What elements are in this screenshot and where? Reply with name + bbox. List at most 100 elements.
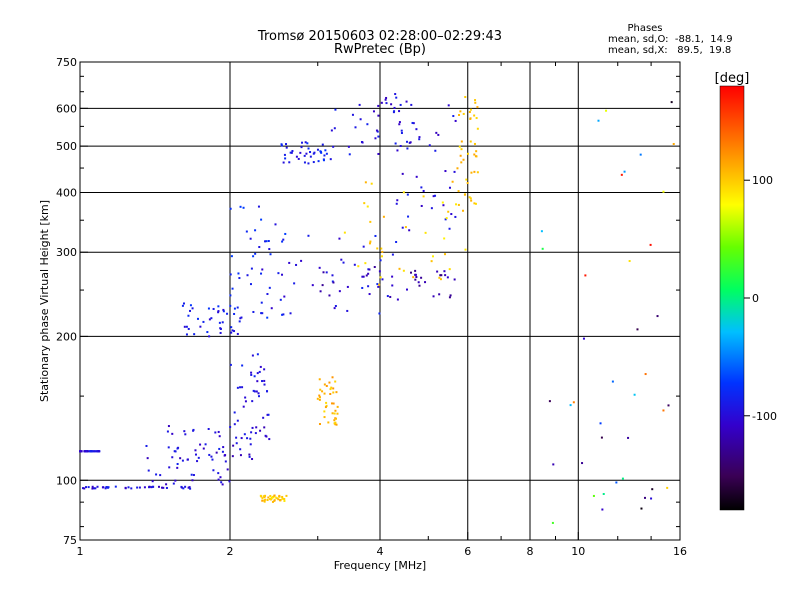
echo-point bbox=[474, 202, 477, 205]
echo-point bbox=[440, 274, 443, 277]
echo-point bbox=[230, 255, 233, 258]
echo-point bbox=[167, 446, 170, 449]
echo-point bbox=[473, 170, 476, 173]
echo-point bbox=[670, 101, 673, 104]
echo-point bbox=[448, 186, 451, 189]
echo-point bbox=[150, 486, 153, 489]
echo-point bbox=[266, 293, 269, 296]
x-tick-label: 16 bbox=[673, 545, 687, 558]
echo-point bbox=[430, 207, 433, 210]
colorbar: [deg] 100 0 -100 bbox=[715, 71, 777, 511]
echo-point bbox=[406, 288, 409, 291]
echo-point bbox=[316, 148, 319, 151]
echo-point bbox=[124, 486, 127, 489]
echo-point bbox=[182, 302, 185, 305]
echo-point bbox=[189, 309, 192, 312]
echo-point bbox=[330, 129, 333, 132]
echo-point bbox=[83, 450, 86, 453]
echo-point bbox=[217, 305, 220, 308]
echo-point bbox=[420, 276, 423, 279]
echo-point bbox=[307, 162, 310, 165]
echo-point bbox=[457, 190, 460, 193]
echo-point bbox=[146, 457, 149, 460]
echo-point bbox=[313, 151, 316, 154]
echo-point bbox=[643, 496, 646, 499]
echo-point bbox=[443, 237, 446, 240]
echo-point bbox=[219, 476, 222, 479]
echo-point bbox=[381, 250, 384, 253]
echo-point bbox=[254, 229, 257, 232]
echo-point bbox=[332, 391, 335, 394]
echo-point bbox=[261, 268, 264, 271]
echo-point bbox=[303, 154, 306, 157]
echo-point bbox=[374, 137, 377, 140]
echo-point bbox=[187, 314, 190, 317]
echo-point bbox=[447, 104, 450, 107]
echo-point bbox=[395, 240, 398, 243]
echo-point bbox=[261, 499, 264, 502]
echo-point bbox=[184, 485, 187, 488]
echo-point bbox=[459, 110, 462, 113]
echo-point bbox=[459, 154, 462, 157]
echo-point bbox=[611, 380, 614, 383]
echo-point bbox=[208, 318, 211, 321]
echo-point bbox=[322, 271, 325, 274]
echo-point bbox=[263, 426, 266, 429]
echo-point bbox=[418, 138, 421, 141]
echo-point bbox=[435, 131, 438, 134]
echo-point bbox=[448, 227, 451, 230]
echo-point bbox=[260, 218, 263, 221]
echo-point bbox=[321, 284, 324, 287]
echo-point bbox=[189, 487, 192, 490]
echo-point bbox=[470, 199, 473, 202]
echo-point bbox=[176, 466, 179, 469]
echo-point bbox=[102, 486, 105, 489]
echo-point bbox=[361, 275, 364, 278]
echo-point bbox=[584, 274, 587, 277]
echo-point bbox=[87, 450, 90, 453]
echo-point bbox=[335, 423, 338, 426]
echo-point bbox=[319, 388, 322, 391]
echo-point bbox=[398, 121, 401, 124]
echo-point bbox=[237, 272, 240, 275]
echo-point bbox=[256, 372, 259, 375]
echo-point bbox=[377, 104, 380, 107]
echo-point bbox=[328, 381, 331, 384]
echo-point bbox=[148, 485, 151, 488]
echo-point bbox=[475, 150, 478, 153]
echo-point bbox=[241, 386, 244, 389]
echo-point bbox=[260, 272, 263, 275]
echo-point bbox=[323, 392, 326, 395]
echo-point bbox=[368, 268, 371, 271]
echo-point bbox=[182, 487, 185, 490]
echo-point bbox=[246, 437, 249, 440]
echo-point bbox=[348, 153, 351, 156]
echo-point bbox=[235, 442, 238, 445]
echo-point bbox=[263, 383, 266, 386]
echo-point bbox=[83, 487, 86, 490]
echo-point bbox=[460, 161, 463, 164]
echo-point bbox=[274, 223, 277, 226]
echo-point bbox=[159, 474, 162, 477]
echo-point bbox=[391, 253, 394, 256]
echo-point bbox=[418, 136, 421, 139]
echo-point bbox=[217, 430, 220, 433]
echo-point bbox=[248, 453, 251, 456]
echo-point bbox=[379, 276, 382, 279]
echo-point bbox=[424, 231, 427, 234]
echo-point bbox=[333, 127, 336, 130]
echo-point bbox=[233, 411, 236, 414]
echo-point bbox=[412, 122, 415, 125]
echo-point bbox=[218, 321, 221, 324]
echo-point bbox=[628, 260, 631, 263]
echo-point bbox=[455, 203, 458, 206]
echo-point bbox=[401, 226, 404, 229]
echo-point bbox=[382, 215, 385, 218]
echo-point bbox=[285, 494, 288, 497]
echo-point bbox=[332, 145, 335, 148]
echo-point bbox=[91, 487, 94, 490]
echo-point bbox=[323, 383, 326, 386]
echo-point bbox=[204, 443, 207, 446]
echo-point bbox=[367, 268, 370, 271]
echo-point bbox=[410, 271, 413, 274]
